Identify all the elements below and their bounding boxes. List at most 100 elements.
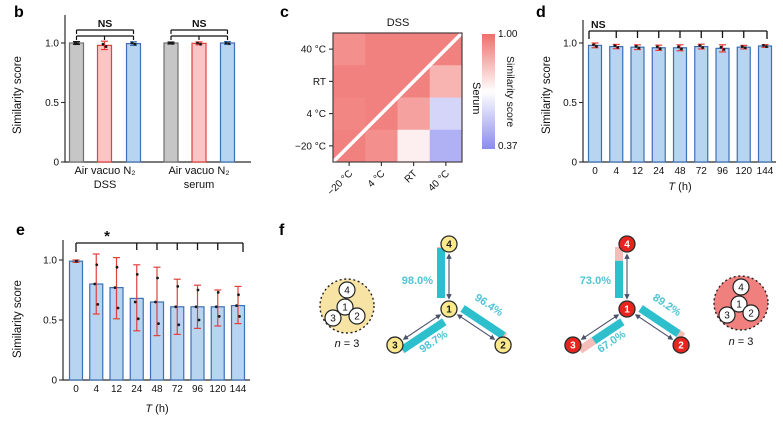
- data-point: [217, 315, 221, 318]
- heatmap-cell: [333, 65, 366, 98]
- data-point: [216, 291, 220, 294]
- data-point: [634, 44, 638, 48]
- cluster-node-label: 2: [748, 309, 754, 320]
- edge-percent-label: 98.0%: [402, 275, 433, 287]
- cluster-node-label: 1: [342, 303, 348, 314]
- similarity-bar-remainder: [615, 247, 623, 261]
- data-point: [698, 44, 702, 48]
- data-point: [743, 46, 747, 50]
- col-label: 40 °C: [426, 168, 452, 194]
- heatmap-cell: [397, 129, 431, 163]
- bar: [757, 45, 773, 163]
- y-tick-label: 0.5: [45, 98, 59, 109]
- node-label: 3: [392, 341, 398, 352]
- x-axis-label-d: T (h): [640, 181, 720, 193]
- x-axis-label-d-unit: (h): [675, 181, 692, 193]
- data-point: [680, 47, 683, 51]
- data-point: [722, 48, 726, 51]
- x-tick-label: 96: [192, 384, 204, 395]
- data-point: [227, 42, 231, 45]
- x-tick-label: 12: [632, 166, 644, 177]
- data-point: [156, 276, 159, 280]
- node-label: 1: [446, 305, 452, 316]
- cluster-node: [336, 298, 354, 316]
- cluster-node: [324, 309, 342, 327]
- y-tick-label: 1.0: [563, 39, 577, 50]
- x-axis-label-d-symbol: T: [668, 181, 676, 193]
- bar: [651, 47, 666, 163]
- y-tick-label: 1.0: [45, 39, 59, 50]
- cluster-node: [732, 278, 750, 296]
- data-point: [168, 41, 171, 45]
- edge-arrow: [634, 314, 674, 340]
- data-point: [75, 259, 78, 263]
- panel-e-chart: 0 0.5 1.0 0 4 12 24 48 72 96 120 144 *: [43, 228, 250, 395]
- bar: [68, 42, 85, 163]
- edge-bar-group: [615, 247, 623, 298]
- x-tick-label: 24: [653, 166, 665, 177]
- cluster-node-label: 3: [330, 314, 336, 325]
- data-point: [719, 45, 723, 49]
- data-point: [658, 47, 662, 51]
- y-axis-label-d: Similarity score: [541, 56, 553, 134]
- row-label: 4 °C: [306, 109, 326, 120]
- row-label: RT: [313, 77, 326, 88]
- group-label-serum: serum: [183, 179, 215, 191]
- network-left: 98.0%496.4%298.7%31: [386, 235, 512, 356]
- x-tick-label: 4: [613, 166, 619, 177]
- heatmap-cell: [333, 33, 366, 66]
- heatmap-cell: [365, 65, 398, 98]
- similarity-bar: [437, 248, 445, 298]
- panel-c-letter: c: [280, 4, 289, 21]
- data-point: [76, 42, 80, 45]
- cluster-right: 4 13 2: [713, 275, 769, 331]
- x-tick-label: 144: [757, 166, 774, 177]
- node-label: 4: [624, 240, 630, 251]
- significance-label: NS: [98, 18, 113, 30]
- x-tick-label: 96: [717, 166, 729, 177]
- group-label-dss-conditions: Air vacuo N₂: [74, 165, 136, 177]
- x-tick-label: 72: [696, 166, 708, 177]
- data-point: [199, 42, 202, 46]
- node-label: 4: [446, 240, 452, 251]
- data-point: [196, 41, 199, 45]
- data-point: [197, 318, 201, 322]
- node: [386, 336, 404, 354]
- bar: [68, 260, 84, 381]
- similarity-bar: [615, 260, 623, 298]
- bar: [163, 42, 179, 163]
- data-point: [238, 315, 241, 318]
- y-tick-label: 1.0: [43, 256, 57, 267]
- data-point: [237, 293, 240, 297]
- data-point: [613, 44, 617, 48]
- data-point: [154, 300, 157, 304]
- data-point: [196, 288, 200, 292]
- network-right: 73.0%489.2%267.0%31: [564, 235, 690, 356]
- col-label: RT: [403, 168, 420, 185]
- panel-c-chart: 40 °C RT 4 °C −20 °C −20 °C 4 °C RT 40 °C: [295, 31, 495, 198]
- data-point: [762, 43, 765, 47]
- cluster-node-label: 1: [736, 300, 742, 311]
- x-axis-label-e-unit: (h): [152, 403, 169, 415]
- data-point: [157, 322, 160, 325]
- x-tick-label: 0: [592, 166, 598, 177]
- edge-arrow: [580, 314, 620, 340]
- bar: [672, 47, 688, 163]
- heatmap-cell: [397, 33, 431, 66]
- y-tick-label: 0: [571, 158, 577, 169]
- x-tick-label: 48: [151, 384, 163, 395]
- center-node: [618, 300, 636, 318]
- row-label: 40 °C: [301, 45, 326, 56]
- cluster-node: [348, 307, 366, 325]
- data-point: [101, 42, 105, 46]
- edge-percent-label: 73.0%: [580, 275, 611, 287]
- node: [672, 336, 690, 354]
- panel-d-letter: d: [536, 4, 546, 21]
- node: [440, 235, 458, 253]
- row-label: −20 °C: [295, 141, 326, 152]
- n-label-right: n = 3: [701, 336, 781, 348]
- y-tick-label: 0.5: [43, 316, 57, 327]
- edge-arrow: [456, 314, 496, 340]
